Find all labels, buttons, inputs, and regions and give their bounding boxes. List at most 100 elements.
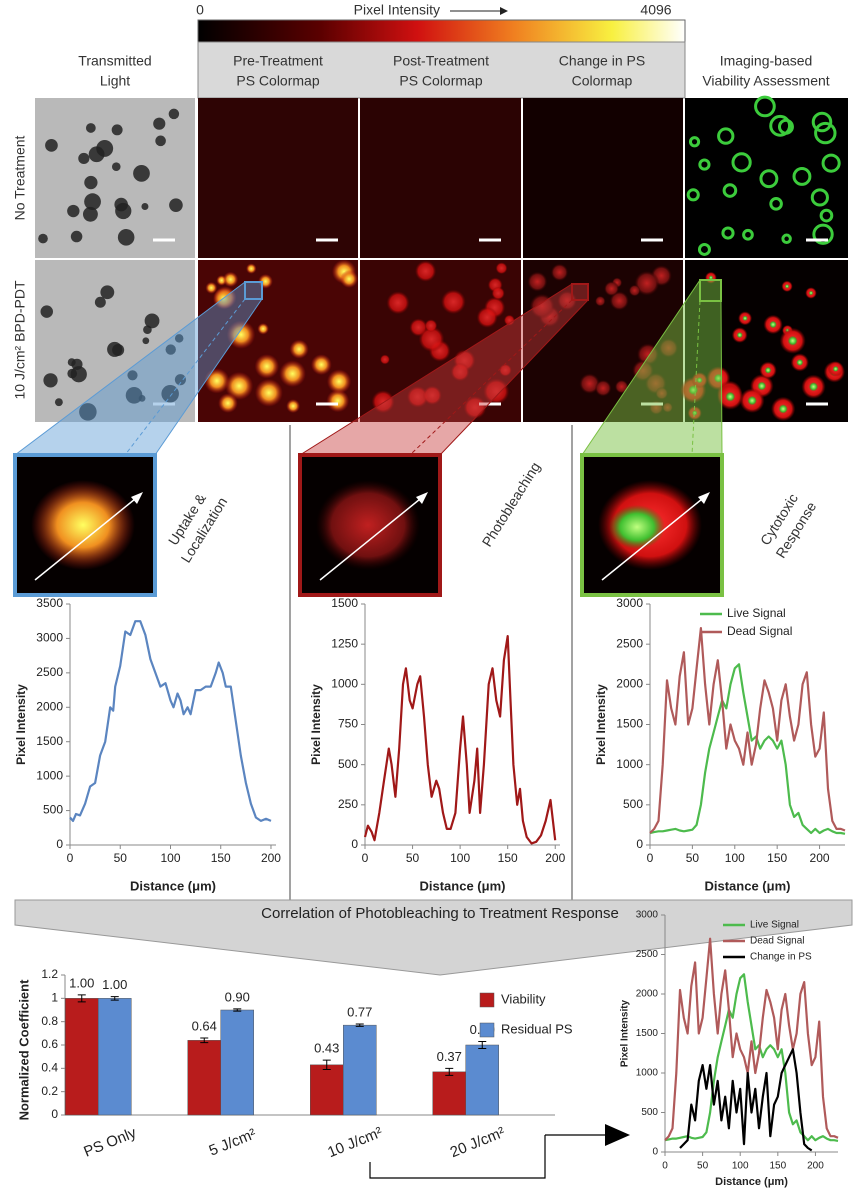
zoom-square (699, 279, 722, 302)
cell (594, 295, 606, 307)
y-tick-label: 3000 (36, 631, 63, 645)
micrographs (35, 95, 848, 422)
y-tick-label: 3500 (36, 596, 63, 610)
cell (43, 373, 58, 388)
x-tick-label: 100 (160, 851, 180, 865)
cell (579, 373, 600, 394)
cell (38, 233, 48, 244)
cell (717, 127, 735, 145)
column-header: Pre-Treatment (233, 53, 323, 69)
cell (721, 226, 735, 240)
x-tick-label: 50 (114, 851, 128, 865)
cell (529, 293, 555, 319)
cell (67, 204, 80, 218)
cell (153, 117, 166, 130)
cell (94, 296, 106, 308)
y-tick-label: 0.2 (41, 1084, 58, 1098)
error-bar (77, 994, 86, 1003)
data-line (664, 973, 839, 1142)
cell (112, 343, 125, 357)
cell (205, 281, 218, 294)
cell (757, 381, 767, 391)
y-tick-label: 1500 (331, 596, 358, 610)
y-axis-label: Normalized Coefficient (16, 979, 31, 1121)
cell (82, 206, 98, 222)
y-tick-label: 2500 (616, 636, 643, 650)
bar (98, 998, 132, 1116)
bar (220, 1009, 254, 1116)
cell (736, 332, 743, 339)
column-header: Colormap (572, 73, 633, 89)
y-tick-label: 0 (652, 1147, 658, 1158)
cell (254, 354, 280, 379)
cell (441, 289, 466, 315)
cell (698, 158, 711, 171)
banner-shape (14, 899, 853, 976)
cell (769, 197, 783, 211)
y-tick-label: 2000 (36, 699, 63, 713)
cell (40, 305, 53, 318)
cell (257, 323, 269, 335)
data-line (679, 1048, 813, 1152)
y-tick-label: 2500 (36, 665, 63, 679)
profile-arrow (601, 494, 708, 581)
cell (289, 339, 309, 359)
cell (450, 362, 470, 382)
cell (54, 398, 63, 407)
zoom-square (244, 281, 263, 300)
cell (45, 139, 58, 152)
y-tick-label: 1000 (616, 757, 643, 771)
cell (174, 374, 186, 386)
cell (226, 320, 256, 349)
y-tick-label: 500 (338, 757, 358, 771)
bar (65, 998, 99, 1116)
value-label: 1.00 (69, 975, 94, 990)
cell (764, 366, 772, 374)
cell (67, 368, 78, 379)
cell (792, 167, 812, 186)
cell (769, 320, 777, 329)
cell (609, 291, 629, 311)
x-tick-label: 20 J/cm² (448, 1124, 508, 1161)
bar (310, 1064, 344, 1116)
x-tick-label: 200 (810, 851, 830, 865)
legend-label: Live Signal (750, 920, 799, 931)
error-bar (445, 1067, 454, 1076)
x-tick-label: 0 (362, 851, 369, 865)
cell (483, 378, 510, 405)
value-label: 0.90 (225, 989, 250, 1004)
x-tick-label: PS Only (81, 1124, 139, 1161)
cell (811, 111, 833, 133)
x-tick-label: 200 (261, 851, 281, 865)
cell (634, 270, 660, 296)
x-tick-label: 200 (807, 1161, 824, 1172)
bar (343, 1024, 377, 1116)
zoom-square (571, 283, 589, 301)
data-line (69, 620, 272, 822)
y-axis-label: Pixel Intensity (309, 684, 323, 765)
legend-label: Residual PS (501, 1021, 573, 1036)
cell (742, 315, 748, 322)
micrograph (523, 98, 683, 258)
flow-arrowhead (605, 1124, 630, 1146)
cell (127, 370, 138, 381)
cell (406, 386, 429, 408)
cell (754, 95, 776, 118)
profile-arrowhead (131, 492, 143, 504)
cell (819, 208, 834, 223)
cell (414, 260, 437, 282)
x-axis-label: Distance (μm) (130, 878, 216, 893)
legend-label: Dead Signal (750, 936, 804, 947)
x-tick-label: 10 J/cm² (325, 1124, 385, 1161)
column-header: Transmitted (78, 53, 151, 69)
cell (747, 395, 757, 406)
cell (96, 140, 114, 157)
cell (84, 175, 98, 190)
cell (144, 313, 160, 329)
cell (141, 203, 149, 211)
y-tick-label: 1250 (331, 636, 358, 650)
y-tick-label: 1 (51, 991, 58, 1005)
x-tick-label: 0 (662, 1161, 668, 1172)
flow-line (369, 1135, 546, 1179)
cell (424, 319, 438, 333)
